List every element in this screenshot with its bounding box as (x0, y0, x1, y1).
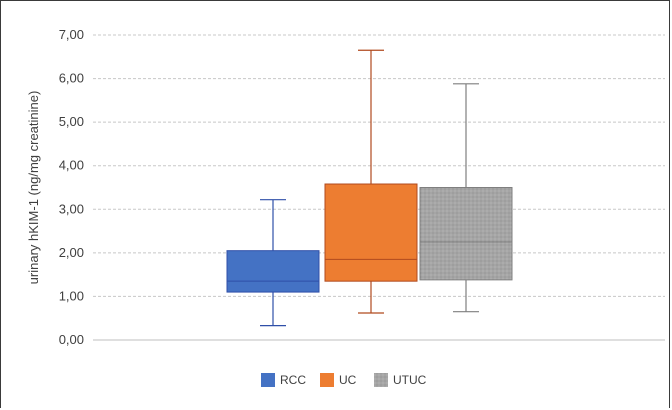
box-rcc (226, 199, 320, 327)
y-tick-label: 4,00 (59, 158, 84, 173)
y-tick-label: 5,00 (59, 114, 84, 129)
y-tick-label: 3,00 (59, 201, 84, 216)
box-iqr (324, 183, 418, 282)
box-iqr (226, 250, 320, 293)
y-tick-label: 2,00 (59, 245, 84, 260)
box-uc (324, 49, 418, 314)
legend-swatch-rcc (261, 373, 275, 387)
y-tick-label: 0,00 (59, 332, 84, 347)
y-tick-label: 7,00 (59, 27, 84, 42)
legend-swatch-uc (320, 373, 334, 387)
legend-swatch-utuc (374, 373, 388, 387)
y-tick-label: 6,00 (59, 71, 84, 86)
legend-label-uc: UC (339, 373, 357, 387)
legend-label-utuc: UTUC (393, 373, 427, 387)
y-axis-ticks: 0,00 1,00 2,00 3,00 4,00 5,00 6,00 7,00 (59, 27, 84, 347)
y-axis-label: urinary hKIM-1 (ng/mg creatinine) (26, 91, 41, 285)
box-iqr (419, 187, 513, 281)
legend-label-rcc: RCC (280, 373, 306, 387)
legend: RCC UC UTUC (261, 373, 427, 387)
box-utuc (419, 83, 513, 313)
boxes (226, 49, 513, 327)
y-tick-label: 1,00 (59, 288, 84, 303)
